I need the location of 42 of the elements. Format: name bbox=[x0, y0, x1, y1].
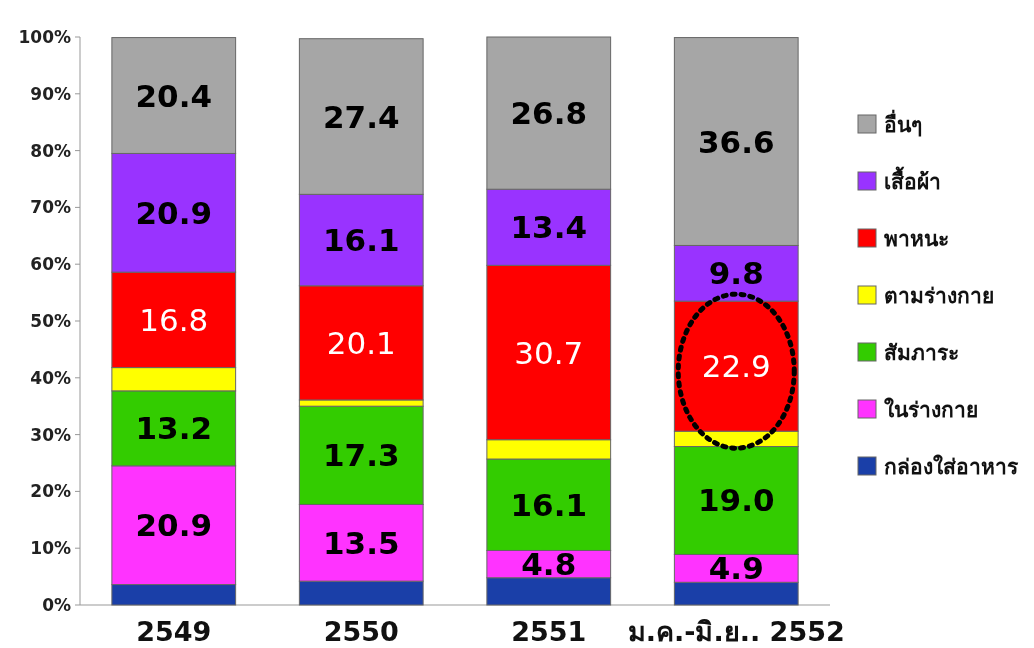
y-tick-label: 10% bbox=[30, 538, 71, 559]
x-tick-label: 2549 bbox=[136, 616, 212, 647]
x-tick-label: ม.ค.-มิ.ย.. 2552 bbox=[627, 616, 845, 647]
data-label: 13.4 bbox=[510, 209, 587, 246]
legend-label: ในร่างกาย bbox=[884, 397, 978, 422]
y-tick-label: 30% bbox=[30, 424, 71, 445]
y-tick-label: 60% bbox=[30, 254, 71, 275]
legend-label: เสื้อผ้า bbox=[884, 166, 941, 194]
data-label: 30.7 bbox=[514, 334, 584, 371]
data-label: 4.9 bbox=[708, 550, 764, 587]
data-label: 13.5 bbox=[323, 524, 400, 561]
x-tick-label: 2551 bbox=[511, 616, 587, 647]
y-tick-label: 90% bbox=[30, 83, 71, 104]
data-label: 4.8 bbox=[521, 546, 577, 583]
data-label: 27.4 bbox=[323, 98, 400, 135]
legend-label: กล่องใส่อาหาร bbox=[884, 454, 1019, 479]
y-tick-label: 40% bbox=[30, 367, 71, 388]
data-label: 36.6 bbox=[698, 123, 775, 160]
data-label: 20.4 bbox=[135, 77, 212, 114]
legend-label: สัมภาระ bbox=[884, 341, 959, 365]
y-tick-label: 70% bbox=[30, 197, 71, 218]
y-tick-label: 20% bbox=[30, 481, 71, 502]
legend-label: พาหนะ bbox=[884, 227, 949, 251]
data-label: 17.3 bbox=[323, 437, 400, 474]
data-label: 26.8 bbox=[510, 95, 587, 132]
data-label: 16.1 bbox=[323, 222, 400, 259]
data-label: 19.0 bbox=[698, 482, 775, 519]
legend-label: ตามร่างกาย bbox=[884, 284, 994, 308]
y-tick-label: 100% bbox=[18, 27, 71, 47]
data-label: 20.9 bbox=[135, 194, 212, 231]
data-label: 20.1 bbox=[326, 324, 396, 361]
data-label: 20.9 bbox=[135, 507, 212, 544]
data-label: 16.8 bbox=[139, 301, 209, 338]
y-tick-label: 50% bbox=[30, 311, 71, 331]
data-label: 22.9 bbox=[701, 348, 771, 385]
legend-label: อื่นๆ bbox=[884, 109, 922, 137]
data-label: 16.1 bbox=[510, 486, 587, 523]
y-tick-label: 0% bbox=[42, 595, 71, 615]
x-tick-label: 2550 bbox=[323, 616, 399, 647]
y-tick-label: 80% bbox=[30, 140, 71, 161]
data-label: 9.8 bbox=[708, 255, 764, 292]
data-label: 13.2 bbox=[135, 410, 212, 447]
